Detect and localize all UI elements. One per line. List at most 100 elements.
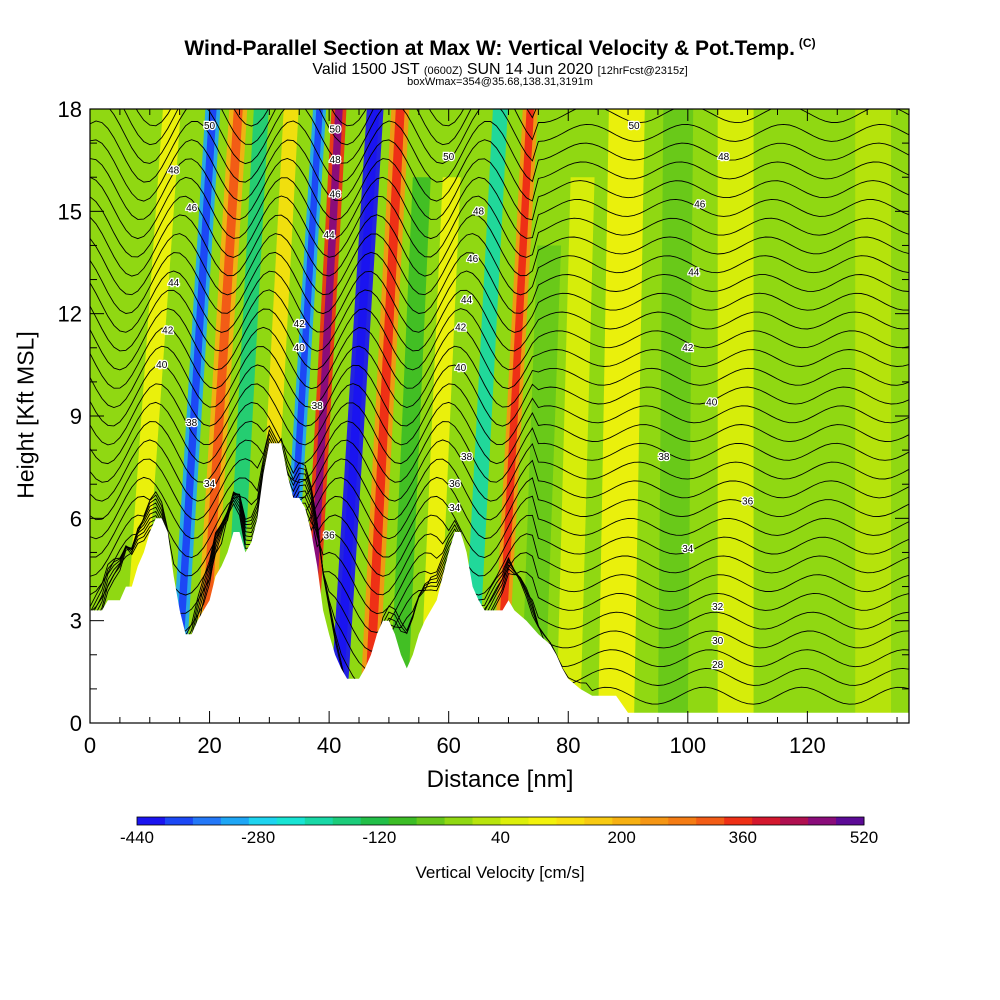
isentrope-label: 36: [742, 496, 754, 507]
isentrope-label: 38: [461, 452, 473, 463]
colorbar-swatch: [304, 817, 334, 825]
valid-utc: (0600Z): [423, 65, 463, 77]
isentrope-line: [90, 195, 909, 258]
isentrope-line: [90, 214, 909, 277]
velocity-band: [460, 109, 508, 723]
colorbar-tick-label: 200: [607, 828, 635, 847]
box-max-info: boxWmax=354@35.68,138.31,3191m: [407, 76, 593, 88]
title-text: Wind-Parallel Section at Max W: Vertical…: [184, 37, 795, 60]
isentrope-line: [90, 233, 909, 296]
field-layer: 34 32 30 28 34 36 38 40 42 44 46 48 50 48 46 44 42 40 38 42…: [90, 109, 909, 723]
terrain-mask: [90, 443, 909, 723]
velocity-band: [119, 109, 181, 723]
velocity-band: [855, 109, 892, 723]
colorbar-tick-label: -280: [241, 828, 275, 847]
isentrope-label: 44: [168, 278, 180, 289]
isentrope-label: 32: [712, 602, 724, 613]
isentrope-line: [90, 308, 909, 371]
isentrope-line: [123, 109, 909, 146]
isentrope-line: [90, 445, 909, 577]
isentrope-line: [90, 420, 909, 483]
isentrope-label: 46: [694, 200, 706, 211]
isentrope-label: 34: [682, 544, 694, 555]
colorbar-swatch: [836, 817, 865, 825]
x-tick-label: 20: [197, 733, 221, 758]
colorbar-swatch: [640, 817, 669, 825]
isentrope-line: [90, 158, 909, 221]
isentrope-line: [109, 109, 909, 165]
isentrope-line: [90, 428, 909, 502]
y-tick-label: 3: [70, 609, 82, 634]
colorbar-tick-label: 360: [729, 828, 757, 847]
isentrope-label: 30: [712, 636, 724, 647]
isentrope-line: [90, 120, 909, 183]
colorbar-swatch: [276, 817, 306, 825]
y-tick-label: 0: [70, 711, 82, 736]
velocity-band-core: [171, 109, 217, 723]
copyright-mark: (C): [798, 36, 816, 50]
isentrope-label: 50: [628, 121, 640, 132]
isentrope-label: 48: [168, 165, 180, 176]
isentrope-label: 42: [294, 319, 306, 330]
isentrope-label: 38: [312, 401, 324, 412]
valid-main: Valid 1500 JST: [312, 61, 420, 78]
colorbar-swatch: [332, 817, 362, 825]
colorbar-swatch: [500, 817, 529, 825]
colorbar-label: Vertical Velocity [cm/s]: [415, 863, 585, 882]
colorbar-frame: [136, 816, 865, 826]
chart-title: Wind-Parallel Section at Max W: Vertical…: [0, 36, 1000, 61]
isentrope-label: 46: [186, 203, 198, 214]
colorbar-swatch: [416, 817, 446, 825]
valid-time: Valid 1500 JST (0600Z) SUN 14 Jun 2020 […: [0, 61, 1000, 79]
colorbar-swatch: [220, 817, 250, 825]
isentrope-line: [90, 453, 909, 634]
isentrope-label: 44: [688, 268, 700, 279]
colorbar-swatch: [808, 817, 837, 825]
velocity-band: [520, 245, 562, 723]
isentrope-line: [90, 433, 909, 521]
isentrope-line: [90, 364, 909, 427]
isentrope-label: 40: [706, 397, 718, 408]
colorbar-swatch: [724, 817, 753, 825]
isentrope-label: 38: [658, 452, 670, 463]
velocity-band-core: [363, 109, 405, 723]
x-tick-label: 0: [84, 733, 96, 758]
isentrope-label: 50: [330, 124, 342, 135]
y-tick-label: 6: [70, 506, 82, 531]
isentrope-label: 48: [718, 152, 730, 163]
isentrope-label: 36: [449, 479, 461, 490]
isentrope-label: 46: [330, 189, 342, 200]
isentrope-line: [90, 326, 909, 390]
isentrope-label: 34: [204, 479, 216, 490]
velocity-band-core: [333, 109, 380, 723]
velocity-band: [598, 109, 645, 723]
colorbar-tick-label: -440: [120, 828, 154, 847]
colorbar-tick-label: -120: [362, 828, 396, 847]
isentrope-label: 44: [324, 230, 336, 241]
isentrope-label: 48: [330, 155, 342, 166]
colorbar-swatch: [668, 817, 697, 825]
colorbar-swatch: [164, 817, 194, 825]
isentrope-line: [90, 139, 909, 202]
velocity-band: [657, 109, 694, 723]
isentrope-line: [90, 251, 909, 315]
isentrope-line: [90, 437, 909, 540]
valid-date: SUN 14 Jun 2020: [466, 61, 594, 78]
colorbar-swatch: [444, 817, 474, 825]
isentrope-line: [90, 289, 909, 352]
colorbar-swatch: [248, 817, 278, 825]
isentrope-label: 42: [682, 343, 694, 354]
y-tick-label: 18: [58, 97, 82, 122]
colorbar-swatch: [612, 817, 641, 825]
isentrope-label: 50: [443, 152, 455, 163]
isentrope-line: [90, 345, 909, 408]
colorbar-swatch: [752, 817, 781, 825]
x-tick-label: 80: [556, 733, 580, 758]
y-axis-label: Height [Kft MSL]: [12, 331, 39, 499]
isentrope-label: 40: [156, 360, 168, 371]
colorbar-swatch: [360, 817, 390, 825]
colorbar-swatch: [528, 817, 557, 825]
colorbar-swatch: [696, 817, 725, 825]
y-tick-label: 9: [70, 404, 82, 429]
